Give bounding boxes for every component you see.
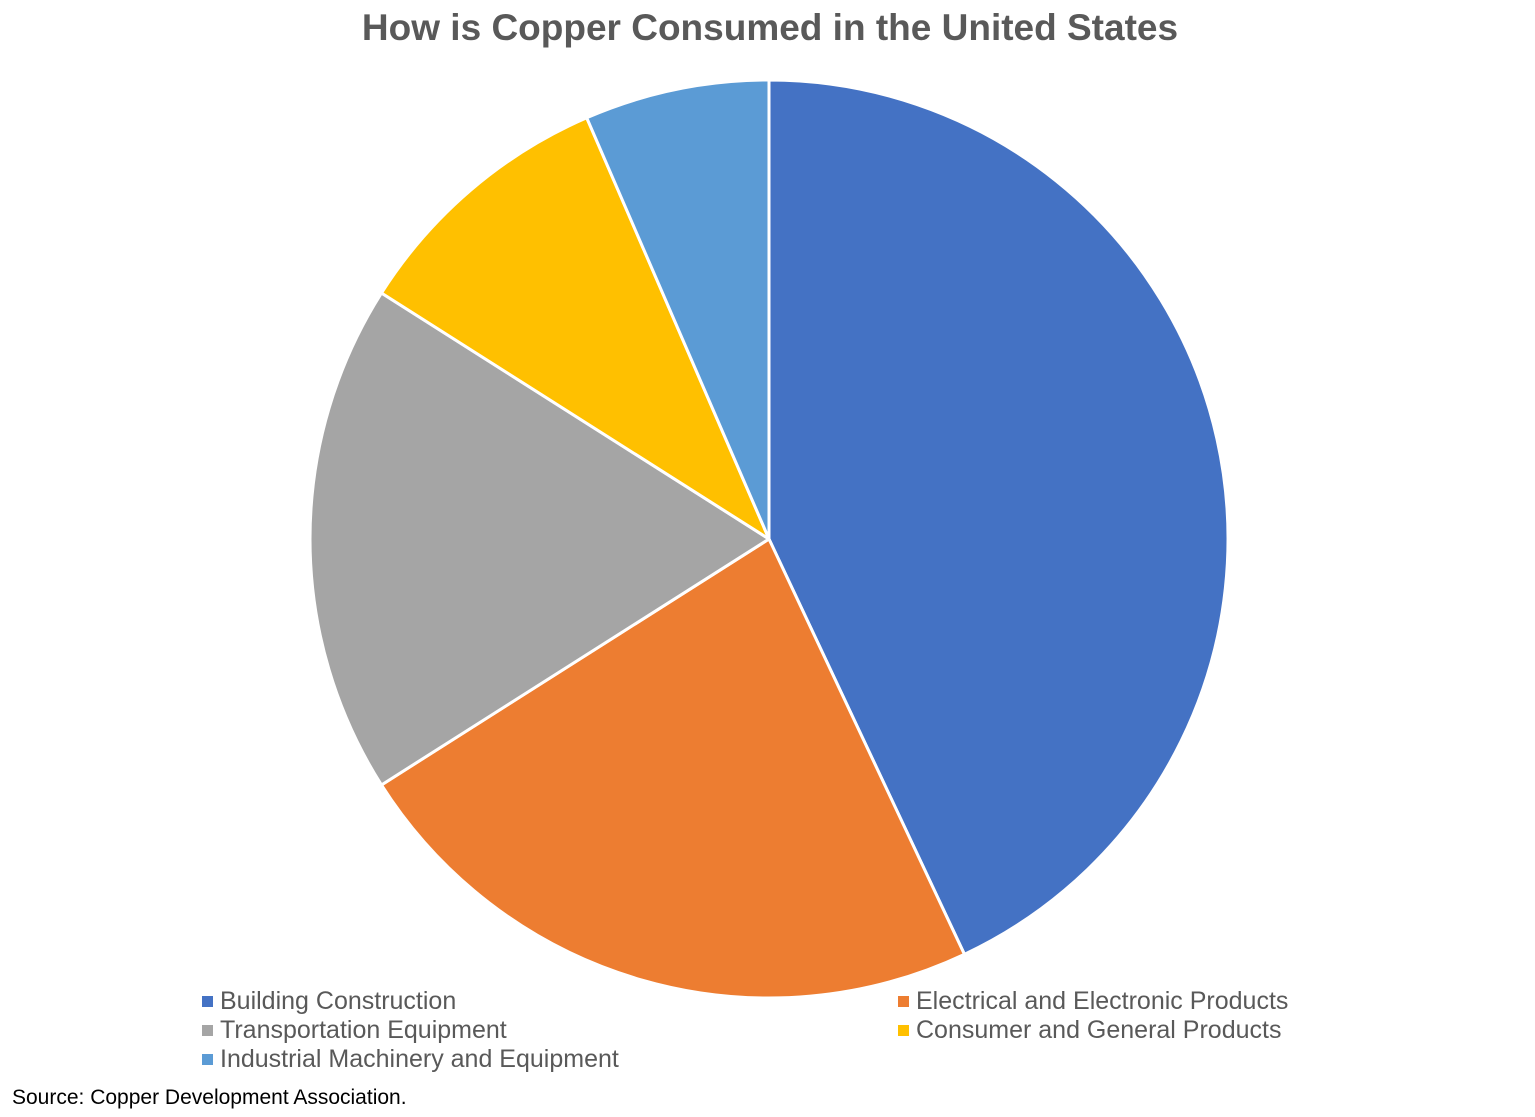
legend-swatch <box>202 995 213 1007</box>
legend-label: Consumer and General Products <box>916 1015 1282 1044</box>
legend-swatch <box>202 1024 213 1036</box>
legend-swatch <box>202 1053 213 1065</box>
legend-item-consumer-and-general-products: Consumer and General Products <box>898 1015 1281 1045</box>
legend-swatch <box>898 995 909 1007</box>
source-note: Source: Copper Development Association. <box>12 1086 407 1109</box>
legend-label: Transportation Equipment <box>220 1015 507 1044</box>
legend-label: Building Construction <box>220 986 457 1015</box>
legend-item-transportation-equipment: Transportation Equipment <box>202 1015 507 1045</box>
legend-item-electrical-and-electronic-products: Electrical and Electronic Products <box>898 986 1288 1016</box>
legend-swatch <box>898 1024 909 1036</box>
pie-slice-consumer-and-general-products <box>379 116 771 541</box>
legend-item-building-construction: Building Construction <box>202 986 456 1016</box>
pie-slice-electrical-and-electronic-products <box>379 537 966 1000</box>
pie-slice-building-construction <box>767 78 1230 956</box>
legend-item-industrial-machinery-and-equipment: Industrial Machinery and Equipment <box>202 1044 619 1074</box>
chart-title: How is Copper Consumed in the United Sta… <box>361 7 1179 48</box>
legend-label: Electrical and Electronic Products <box>916 986 1289 1015</box>
legend-label: Industrial Machinery and Equipment <box>220 1044 619 1073</box>
pie-slice-transportation-equipment <box>308 291 771 787</box>
pie-slice-industrial-machinery-and-equipment <box>585 78 771 541</box>
